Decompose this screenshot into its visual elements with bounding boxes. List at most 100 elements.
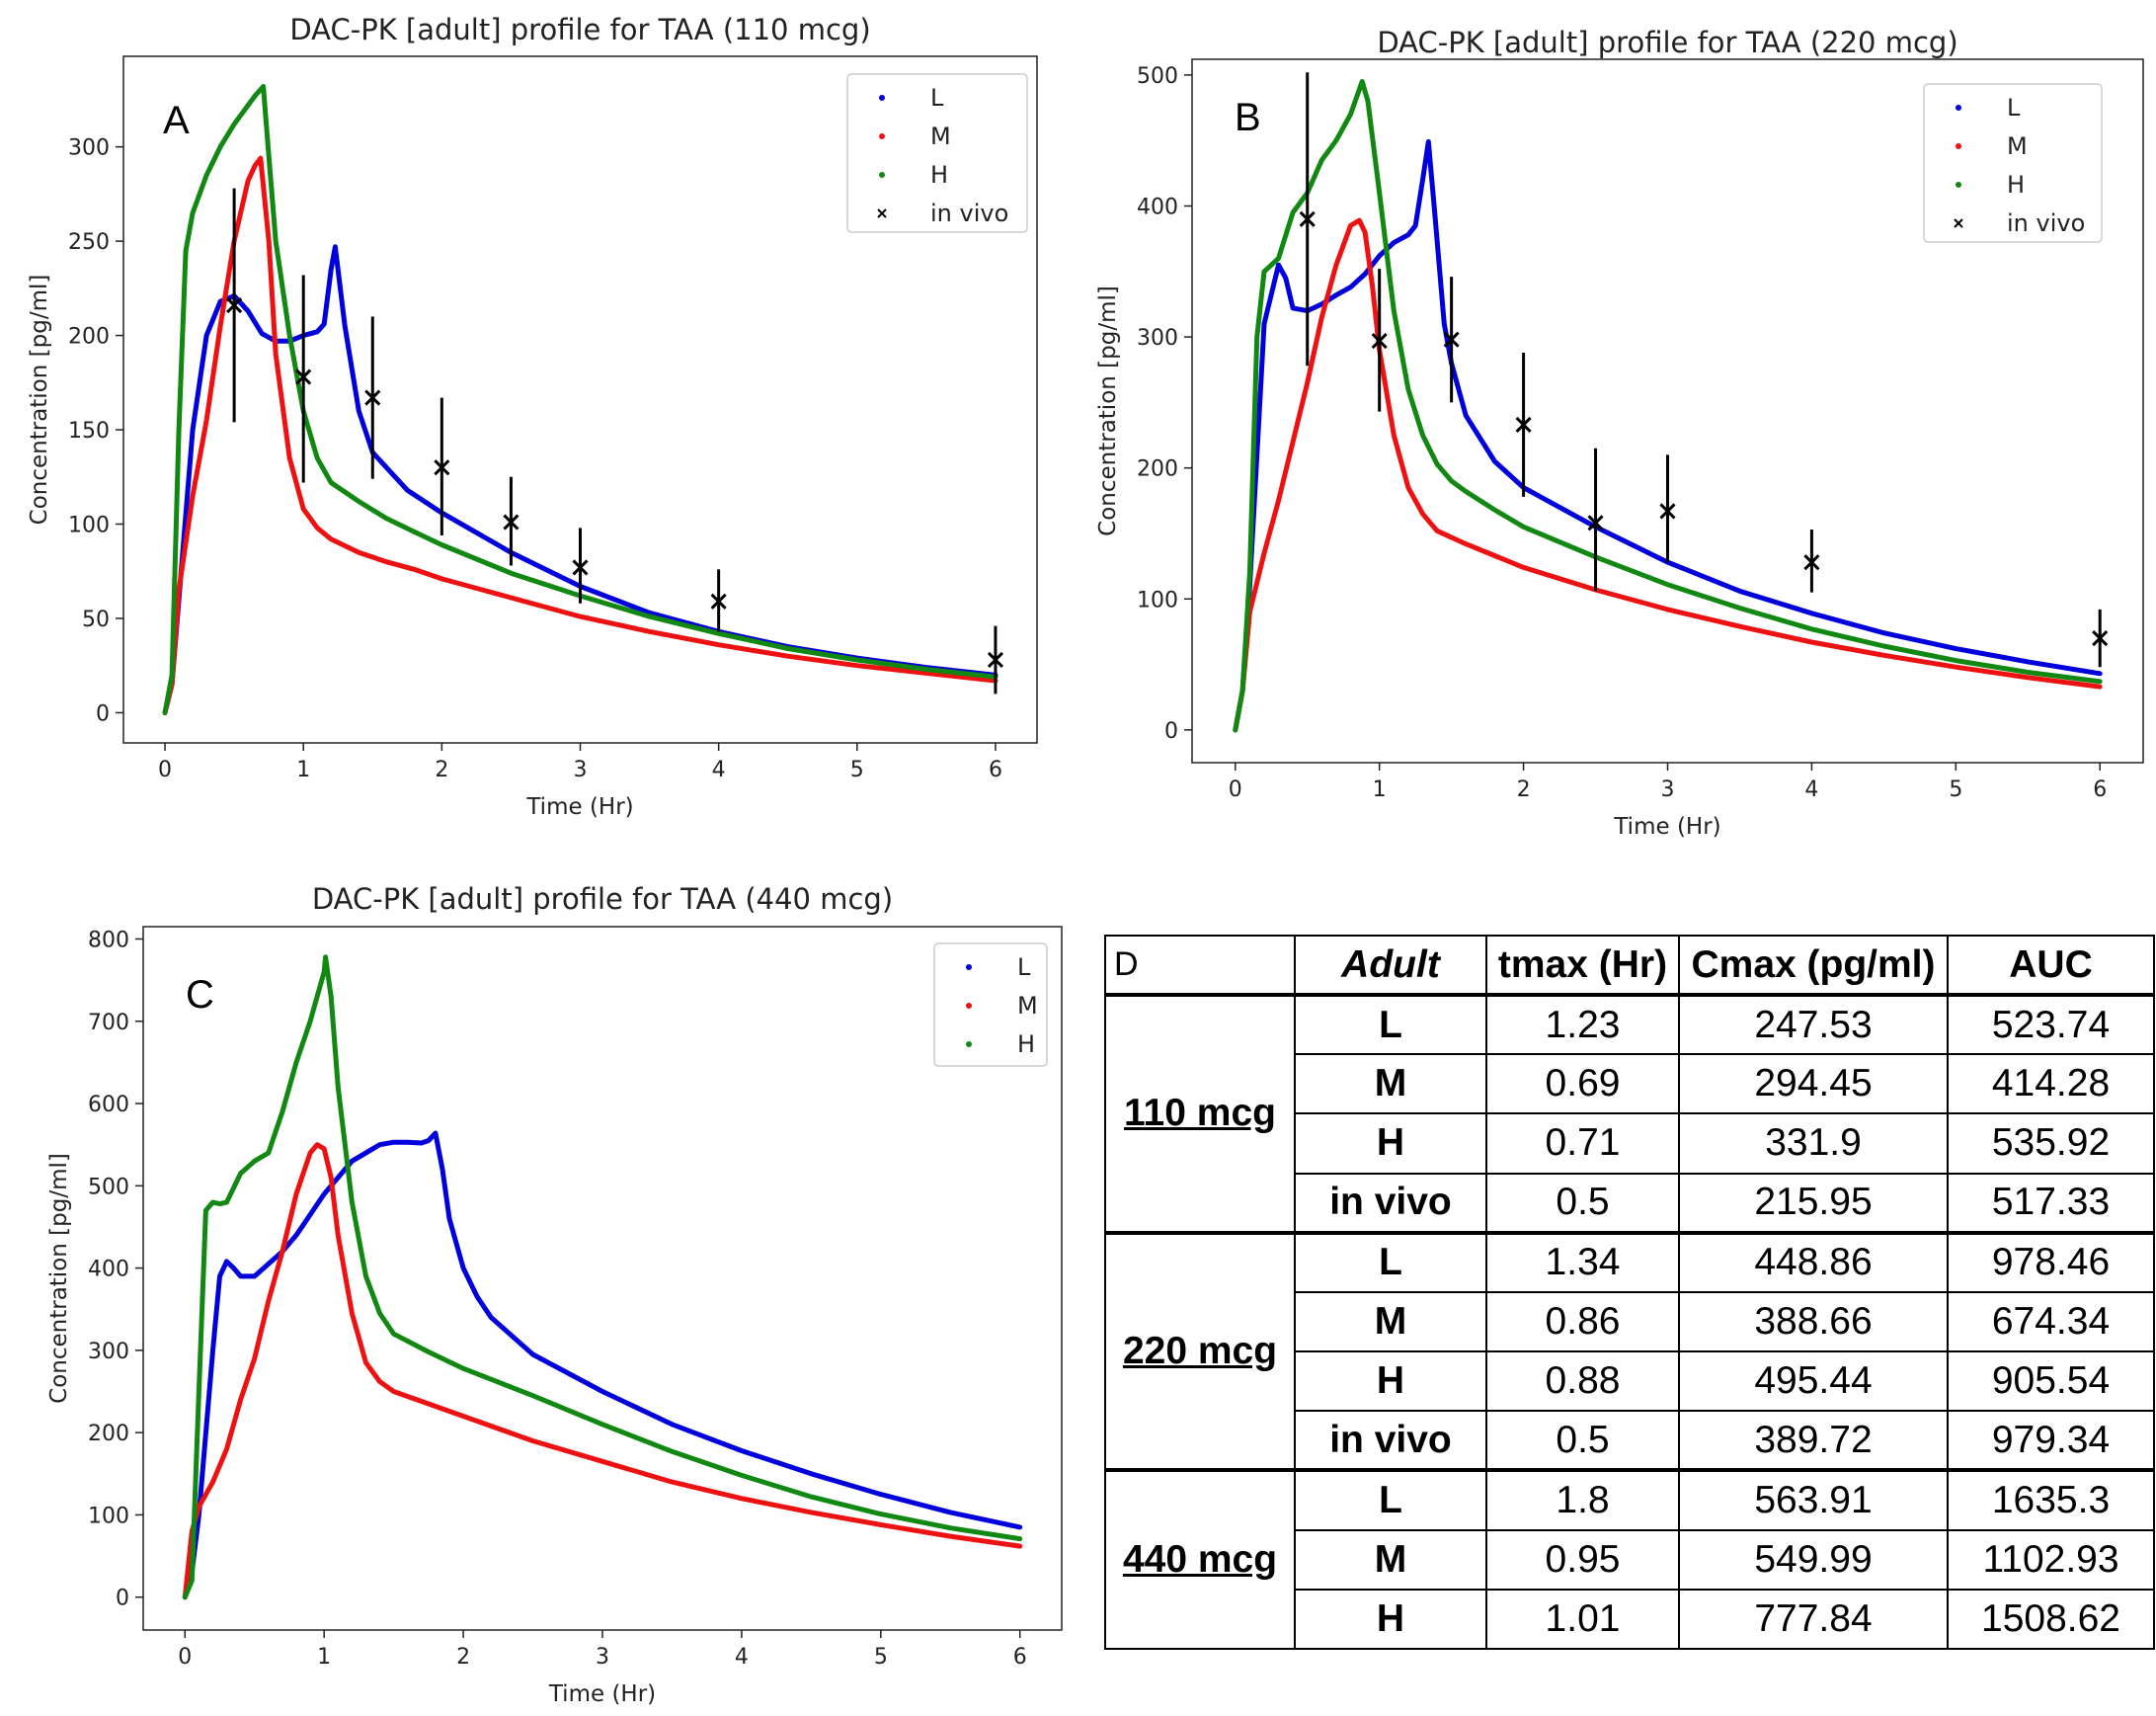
y-tick-label: 400: [1137, 195, 1178, 219]
tmax-cell: 0.71: [1485, 1112, 1680, 1175]
x-tick-label: 0: [158, 758, 172, 782]
label-cell: H: [1294, 1350, 1487, 1413]
legend-marker-l: [879, 95, 885, 101]
legend-marker-m: [1956, 143, 1961, 149]
x-tick-label: 4: [1804, 777, 1818, 802]
x-tick-label: 5: [874, 1645, 888, 1670]
chart-panel-c: DAC-PK [adult] profile for TAA (440 mcg)…: [20, 869, 1086, 1716]
x-tick-label: 3: [1661, 777, 1675, 802]
series-line-h: [182, 954, 1023, 1600]
chart-b: DAC-PK [adult] profile for TAA (220 mcg)…: [1095, 26, 2144, 840]
y-tick-label: 250: [68, 230, 110, 255]
legend-marker-in-vivo: [1954, 218, 1963, 228]
table-header-cmax: Cmax (pg/ml): [1678, 935, 1949, 997]
chart-c: DAC-PK [adult] profile for TAA (440 mcg)…: [46, 882, 1063, 1707]
y-tick-label: 200: [88, 1422, 129, 1446]
cmax-cell: 495.44: [1678, 1350, 1949, 1413]
x-tick-label: 3: [596, 1645, 609, 1670]
tmax-cell: 0.5: [1485, 1410, 1680, 1472]
table-row: 220 mcg L 1.34 448.86 978.46: [1104, 1230, 2155, 1472]
auc-cell: 905.54: [1947, 1350, 2155, 1413]
legend-box: [846, 73, 1028, 233]
series-line-l: [182, 1130, 1023, 1600]
in-vivo-point: [1803, 554, 1820, 571]
y-tick-label: 400: [88, 1258, 129, 1282]
legend-marker-h: [966, 1041, 972, 1047]
table-header-adult: Adult: [1294, 935, 1487, 997]
x-tick-label: 0: [178, 1645, 192, 1670]
table-header-tmax: tmax (Hr): [1485, 935, 1680, 997]
plot-frame: [142, 926, 1063, 1631]
series-line-l: [1233, 139, 2103, 733]
in-vivo-point: [1587, 515, 1604, 531]
in-vivo-point: [1515, 416, 1532, 433]
legend-label-h: H: [930, 161, 948, 189]
cmax-cell: 549.99: [1678, 1528, 1949, 1591]
cmax-cell: 215.95: [1678, 1172, 1949, 1234]
label-cell: in vivo: [1294, 1172, 1487, 1234]
in-vivo-point: [1371, 333, 1388, 350]
legend-marker-h: [1956, 182, 1961, 188]
table-body: 110 mcg L 1.23 247.53 523.74 M 0.69 294.45 414.2…: [1104, 993, 2155, 1651]
plot-frame: [122, 55, 1038, 744]
label-cell: in vivo: [1294, 1410, 1487, 1472]
auc-cell: 535.92: [1947, 1112, 2155, 1175]
auc-cell: 674.34: [1947, 1290, 2155, 1353]
in-vivo-point: [2092, 629, 2109, 647]
panel-letter-a: A: [163, 99, 190, 142]
in-vivo-point: [1299, 210, 1316, 227]
legend-label-h: H: [1017, 1030, 1035, 1058]
x-tick-label: 6: [1013, 1645, 1027, 1670]
cmax-cell: 563.91: [1678, 1468, 1949, 1531]
tmax-cell: 1.01: [1485, 1588, 1680, 1651]
label-cell: H: [1294, 1588, 1487, 1651]
x-tick-label: 2: [1517, 777, 1531, 802]
legend-marker-m: [966, 1003, 972, 1009]
cmax-cell: 294.45: [1678, 1053, 1949, 1115]
label-cell: L: [1294, 1468, 1487, 1531]
x-tick-label: 2: [456, 1645, 470, 1670]
in-vivo-point: [572, 559, 589, 576]
in-vivo-point: [295, 368, 312, 385]
auc-cell: 1102.93: [1947, 1528, 2155, 1591]
label-cell: L: [1294, 993, 1487, 1056]
legend-box: [933, 942, 1048, 1067]
in-vivo-point: [226, 296, 243, 314]
x-tick-label: 2: [435, 758, 448, 782]
legend-label-in-vivo: in vivo: [2007, 209, 2085, 237]
y-tick-label: 0: [96, 701, 110, 726]
table-row: H 0.71 331.9 535.92: [1105, 1112, 2155, 1175]
x-tick-label: 1: [1373, 777, 1387, 802]
label-cell: H: [1294, 1112, 1487, 1175]
series-line-m: [182, 1142, 1023, 1600]
table-row: M 0.95 549.99 1102.93: [1105, 1528, 2155, 1591]
legend-marker-l: [966, 964, 972, 970]
label-cell: M: [1294, 1528, 1487, 1591]
dose-cell: 110 mcg: [1104, 994, 1296, 1234]
tmax-cell: 0.88: [1485, 1350, 1680, 1413]
y-tick-label: 700: [88, 1011, 129, 1035]
x-tick-label: 1: [317, 1645, 331, 1670]
chart-a: DAC-PK [adult] profile for TAA (110 mcg)…: [27, 13, 1038, 820]
series-line-h: [1233, 79, 2103, 733]
chart-title-b: DAC-PK [adult] profile for TAA (220 mcg): [1377, 26, 1957, 59]
x-tick-label: 5: [1949, 777, 1962, 802]
y-tick-label: 500: [1137, 64, 1178, 89]
label-cell: L: [1294, 1230, 1487, 1293]
in-vivo-point: [1443, 331, 1460, 348]
y-tick-label: 300: [1137, 326, 1178, 351]
dose-cell: 220 mcg: [1104, 1230, 1296, 1472]
y-tick-label: 500: [88, 1175, 129, 1199]
legend-label-m: M: [930, 123, 951, 150]
auc-cell: 979.34: [1947, 1410, 2155, 1472]
tmax-cell: 1.34: [1485, 1230, 1680, 1293]
in-vivo-point: [434, 459, 450, 476]
in-vivo-point: [987, 651, 1004, 669]
y-tick-label: 200: [68, 325, 110, 350]
y-axis-label: Concentration [pg/ml]: [1095, 286, 1121, 536]
cmax-cell: 389.72: [1678, 1410, 1949, 1472]
legend-label-m: M: [2007, 132, 2028, 160]
x-tick-label: 5: [850, 758, 864, 782]
chart-panel-a: DAC-PK [adult] profile for TAA (110 mcg)…: [0, 0, 1047, 840]
table-row: H 0.88 495.44 905.54: [1105, 1350, 2155, 1413]
